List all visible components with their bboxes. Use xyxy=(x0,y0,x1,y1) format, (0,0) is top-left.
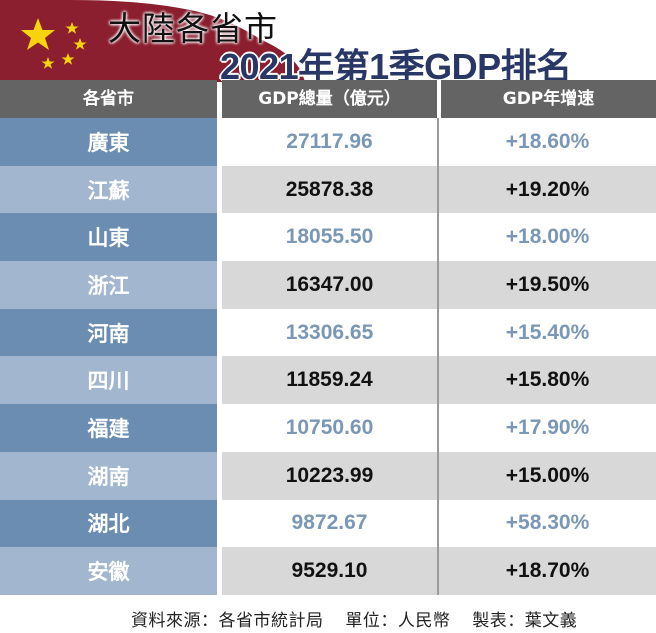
province-cell: 湖南 xyxy=(0,451,217,500)
gdp-cell: 27117.96 xyxy=(217,118,437,166)
gdp-cell: 9872.67 xyxy=(217,499,437,548)
growth-cell: +19.20% xyxy=(439,165,656,214)
growth-cell: +18.60% xyxy=(439,118,656,166)
table-row: 河南 13306.65 +15.40% xyxy=(0,308,656,357)
gdp-cell: 13306.65 xyxy=(217,308,437,357)
province-cell: 湖北 xyxy=(0,499,217,548)
table-row: 山東 18055.50 +18.00% xyxy=(0,213,656,262)
growth-cell: +18.00% xyxy=(439,213,656,262)
table-header: 各省市 GDP總量（億元） GDP年增速 xyxy=(0,80,656,118)
province-cell: 浙江 xyxy=(0,261,217,309)
gdp-cell: 18055.50 xyxy=(217,213,437,262)
gdp-cell: 10750.60 xyxy=(217,404,437,452)
footer-credits: 資料來源：各省市統計局 單位：人民幣 製表：葉文義 xyxy=(131,606,593,631)
table-row: 四川 11859.24 +15.80% xyxy=(0,356,656,405)
column-header-gdp: GDP總量（億元） xyxy=(222,80,437,118)
province-cell: 江蘇 xyxy=(0,165,217,214)
province-cell: 山東 xyxy=(0,213,217,262)
growth-cell: +58.30% xyxy=(439,499,656,548)
table-row: 江蘇 25878.38 +19.20% xyxy=(0,165,656,214)
table-row: 湖北 9872.67 +58.30% xyxy=(0,499,656,548)
province-cell: 四川 xyxy=(0,356,217,405)
table-body: 廣東 27117.96 +18.60% 江蘇 25878.38 +19.20% … xyxy=(0,118,656,595)
gdp-table: 各省市 GDP總量（億元） GDP年增速 廣東 27117.96 +18.60%… xyxy=(0,80,656,595)
growth-cell: +19.50% xyxy=(439,261,656,309)
province-cell: 廣東 xyxy=(0,118,217,166)
table-row: 福建 10750.60 +17.90% xyxy=(0,404,656,452)
gdp-cell: 11859.24 xyxy=(217,356,437,405)
column-header-growth: GDP年增速 xyxy=(441,80,656,118)
growth-cell: +17.90% xyxy=(439,404,656,452)
table-row: 湖南 10223.99 +15.00% xyxy=(0,451,656,500)
source-label: 資料來源：各省市統計局 xyxy=(131,611,324,631)
province-cell: 河南 xyxy=(0,308,217,357)
growth-cell: +15.40% xyxy=(439,308,656,357)
china-flag-icon xyxy=(0,0,305,82)
table-row: 浙江 16347.00 +19.50% xyxy=(0,261,656,309)
author-label: 製表：葉文義 xyxy=(472,611,578,631)
column-divider xyxy=(437,118,439,595)
header-banner: 大陸各省市 2021年第1季GDP排名 xyxy=(0,0,656,87)
table-row: 廣東 27117.96 +18.60% xyxy=(0,118,656,166)
table-row: 安徽 9529.10 +18.70% xyxy=(0,547,656,595)
page-title: 大陸各省市 xyxy=(108,9,278,48)
unit-label: 單位：人民幣 xyxy=(345,611,451,631)
growth-cell: +15.80% xyxy=(439,356,656,405)
growth-cell: +15.00% xyxy=(439,451,656,500)
province-cell: 福建 xyxy=(0,404,217,452)
gdp-cell: 16347.00 xyxy=(217,261,437,309)
gdp-cell: 9529.10 xyxy=(217,547,437,595)
province-cell: 安徽 xyxy=(0,547,217,595)
gdp-cell: 25878.38 xyxy=(217,165,437,214)
growth-cell: +18.70% xyxy=(439,547,656,595)
column-header-province: 各省市 xyxy=(0,80,217,118)
gdp-cell: 10223.99 xyxy=(217,451,437,500)
